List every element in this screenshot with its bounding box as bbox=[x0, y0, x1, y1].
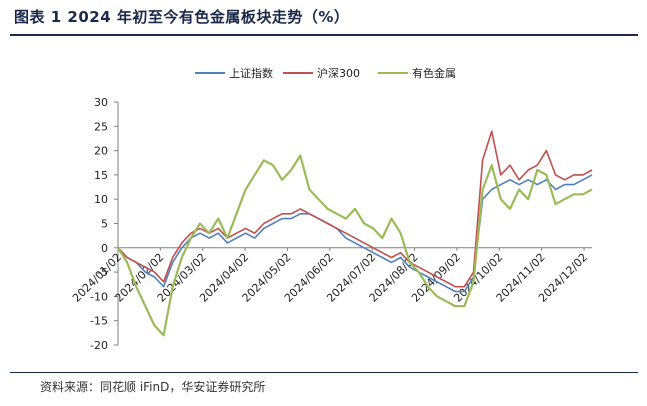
y-tick-label: 20 bbox=[94, 145, 108, 158]
y-tick-label: 0 bbox=[101, 242, 108, 255]
y-tick-label: -10 bbox=[90, 290, 108, 303]
legend-label: 上证指数 bbox=[229, 66, 273, 80]
series-line bbox=[117, 154, 593, 337]
y-tick-label: 25 bbox=[94, 120, 108, 133]
y-tick-label: 15 bbox=[94, 169, 108, 182]
y-tick-label: -15 bbox=[90, 315, 108, 328]
series-lines bbox=[117, 130, 593, 337]
y-tick-label: 30 bbox=[94, 96, 108, 109]
chart-legend: 上证指数 沪深300 有色金属 bbox=[195, 66, 456, 80]
series-line bbox=[117, 174, 593, 293]
x-axis: 2024/01/022024/02/022024/03/022024/04/02… bbox=[70, 247, 592, 305]
source-note: 资料来源：同花顺 iFinD，华安证券研究所 bbox=[40, 380, 266, 394]
title-divider bbox=[10, 34, 638, 36]
y-tick-label: -20 bbox=[90, 339, 108, 352]
y-tick-label: -5 bbox=[97, 266, 108, 279]
footer-divider bbox=[10, 372, 638, 373]
legend-label: 沪深300 bbox=[317, 66, 360, 80]
chart-title: 图表 1 2024 年初至今有色金属板块走势（%） bbox=[14, 8, 350, 26]
y-axis: -20 -15 -10 -5 0 5 10 15 20 25 30 bbox=[90, 96, 119, 352]
y-tick-label: 5 bbox=[101, 218, 108, 231]
y-tick-label: 10 bbox=[94, 193, 108, 206]
legend-label: 有色金属 bbox=[412, 66, 456, 80]
